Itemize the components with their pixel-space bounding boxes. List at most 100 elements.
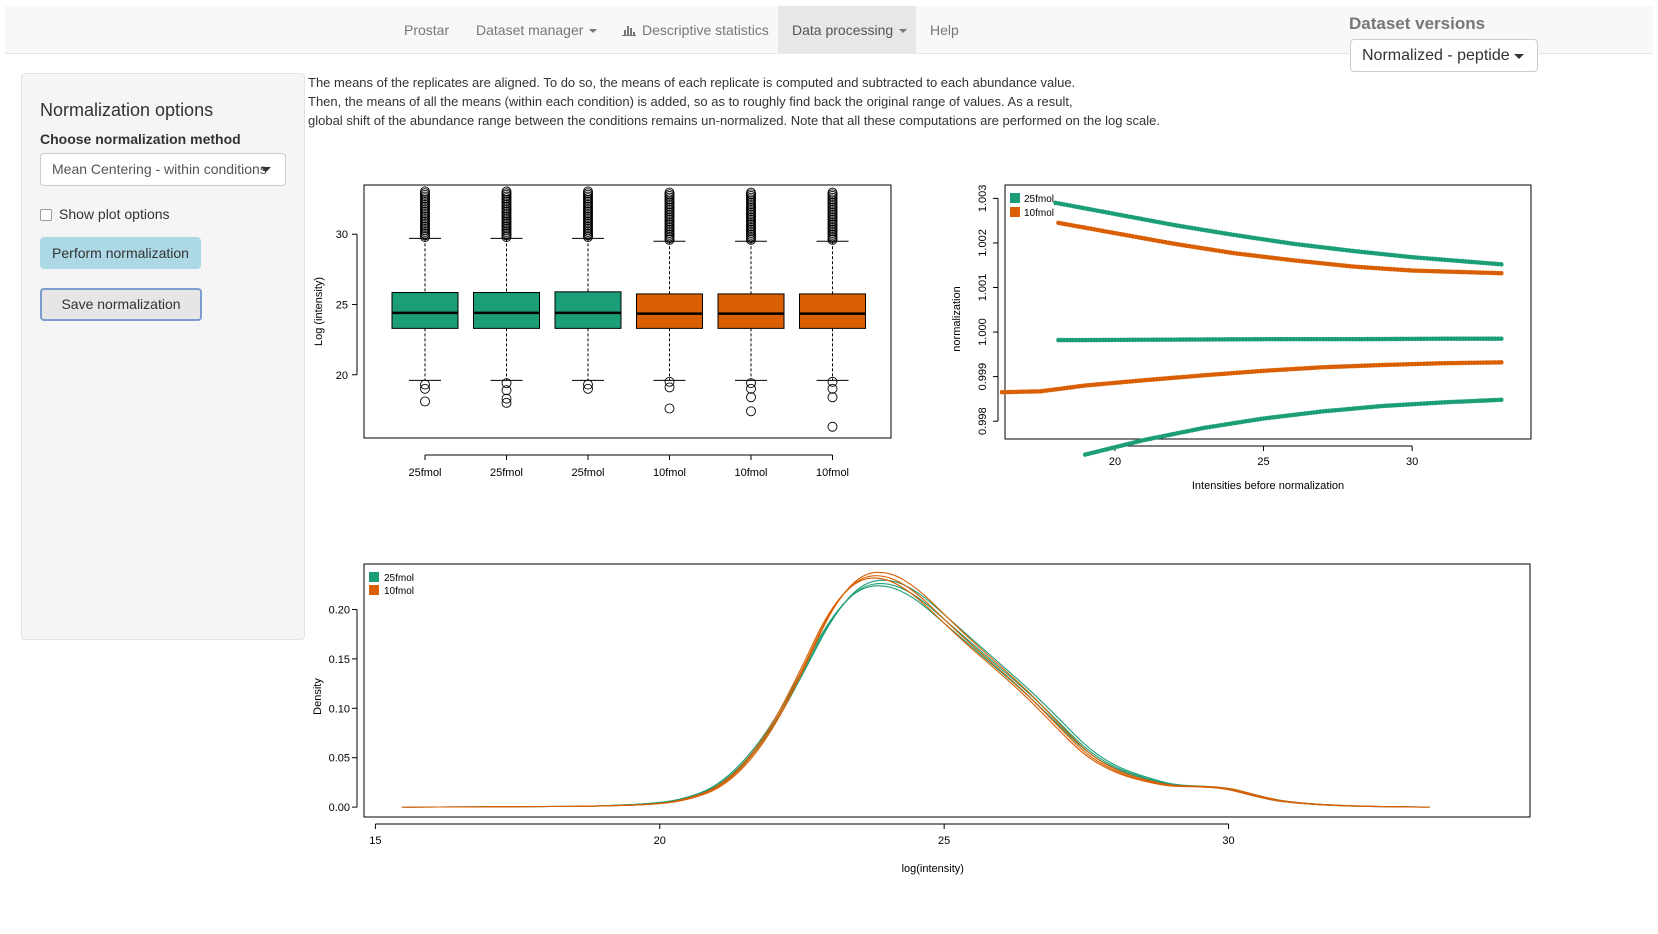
outlier-point <box>501 385 512 396</box>
show-plot-options-checkbox[interactable] <box>40 209 52 221</box>
scatter-point <box>1498 336 1504 342</box>
nav-menu: Prostar Dataset manager Descriptive stat… <box>5 6 1653 54</box>
outlier-point <box>664 376 675 387</box>
legend-swatch <box>1010 207 1020 217</box>
outlier-point <box>746 392 756 403</box>
show-plot-options-row[interactable]: Show plot options <box>40 205 170 223</box>
y-tick-label: 1.002 <box>977 229 989 257</box>
y-tick-label: 30 <box>336 229 348 241</box>
outlier-point <box>664 187 675 198</box>
scatter-point <box>1498 270 1504 276</box>
outlier-point <box>501 397 512 408</box>
x-axis-label: log(intensity) <box>902 863 964 875</box>
nav-descriptive-statistics-label: Descriptive statistics <box>642 22 769 38</box>
legend-label: 10fmol <box>384 586 414 597</box>
bar-chart-icon <box>622 25 636 36</box>
legend-label: 25fmol <box>1024 194 1054 205</box>
density-curve <box>403 583 1428 808</box>
chevron-down-icon <box>899 29 908 34</box>
x-tick-label: 25fmol <box>490 467 523 479</box>
y-tick-label: 20 <box>336 370 348 382</box>
x-tick-label: 25fmol <box>571 467 604 479</box>
normalization-method-value: Mean Centering - within conditions <box>52 161 267 177</box>
outlier-point <box>746 187 756 198</box>
nav-data-processing-label: Data processing <box>792 22 894 38</box>
x-axis-label: Intensities before normalization <box>1192 480 1344 492</box>
box-3 <box>636 293 703 329</box>
outlier-point <box>501 186 512 197</box>
y-axis-label: Log (intensity) <box>313 277 325 346</box>
y-tick-label: 0.999 <box>977 363 989 391</box>
nav-data-processing[interactable]: Data processing <box>778 6 916 54</box>
sidebar-title: Normalization options <box>40 100 214 120</box>
plot-frame <box>363 563 1531 818</box>
normalization-scatter-plot: 0.998 0.999 1.000 1.001 1.002 1.003 normalizat… <box>951 184 1532 492</box>
normalization-method-select[interactable]: Mean Centering - within conditions <box>40 153 286 186</box>
outlier-point <box>827 376 838 387</box>
x-tick-label: 25 <box>1257 456 1269 468</box>
outlier-point <box>746 383 756 394</box>
y-tick-label: 0.20 <box>329 604 350 616</box>
nav-help-label: Help <box>930 22 959 38</box>
x-tick-label: 25fmol <box>408 467 441 479</box>
dataset-versions-value: Normalized - peptide <box>1362 47 1510 64</box>
x-tick-label: 20 <box>1109 456 1121 468</box>
x-tick-label: 15 <box>369 835 381 847</box>
scatter-point <box>1498 397 1504 403</box>
legend-swatch <box>369 585 379 595</box>
legend-label: 10fmol <box>1024 208 1054 219</box>
y-tick-label: 1.001 <box>977 274 989 302</box>
outlier-point <box>664 382 675 393</box>
plot-frame <box>1004 184 1532 440</box>
x-tick-label: 20 <box>654 835 666 847</box>
outlier-point <box>664 403 675 414</box>
x-tick-label: 10fmol <box>653 467 686 479</box>
x-tick-label: 10fmol <box>816 467 849 479</box>
box-2 <box>554 291 622 329</box>
y-tick-label: 0.998 <box>977 407 989 435</box>
nav-prostar-label: Prostar <box>404 22 450 38</box>
chevron-down-icon <box>1514 54 1524 59</box>
save-normalization-button[interactable]: Save normalization <box>40 288 202 321</box>
x-tick-label: 10fmol <box>734 467 767 479</box>
outlier-point <box>827 187 838 198</box>
y-tick-label: 0.10 <box>329 703 350 715</box>
outlier-point <box>420 383 430 394</box>
outlier-point <box>420 396 430 407</box>
outlier-point <box>583 379 593 390</box>
density-curve <box>406 579 1430 808</box>
dataset-versions-select[interactable]: Normalized - peptide <box>1350 39 1538 72</box>
outlier-point <box>746 406 756 417</box>
y-tick-label: 25 <box>336 299 348 311</box>
y-axis-label: normalization <box>951 286 963 351</box>
outlier-point <box>501 393 512 404</box>
description-line: global shift of the abundance range betw… <box>308 113 1161 128</box>
box-0 <box>391 292 459 329</box>
nav-dataset-manager-label: Dataset manager <box>476 22 584 38</box>
outlier-point <box>583 383 593 394</box>
show-plot-options-label: Show plot options <box>59 206 170 222</box>
y-tick-label: 1.000 <box>977 318 989 346</box>
outlier-point <box>827 421 838 432</box>
y-tick-label: 1.003 <box>977 185 989 213</box>
nav-dataset-manager[interactable]: Dataset manager <box>462 6 611 54</box>
top-navbar: Prostar Dataset manager Descriptive stat… <box>5 6 1653 54</box>
x-tick-label: 30 <box>1222 835 1234 847</box>
perform-normalization-button[interactable]: Perform normalization <box>40 237 201 269</box>
outlier-point <box>420 186 430 197</box>
y-axis-label: Density <box>312 678 324 715</box>
dataset-versions-label: Dataset versions <box>1349 14 1486 33</box>
outlier-point <box>827 392 838 403</box>
outlier-point <box>583 186 593 197</box>
method-label: Choose normalization method <box>40 131 241 147</box>
nav-help[interactable]: Help <box>916 6 973 54</box>
nav-descriptive-statistics[interactable]: Descriptive statistics <box>608 6 783 54</box>
nav-prostar[interactable]: Prostar <box>390 6 463 54</box>
density-curve <box>401 585 1426 808</box>
outlier-point <box>746 378 756 389</box>
description-line: Then, the means of all the means (within… <box>308 94 1073 109</box>
x-tick-label: 25 <box>938 835 950 847</box>
y-tick-label: 0.00 <box>329 802 350 814</box>
scatter-point <box>1498 262 1504 267</box>
chevron-down-icon <box>261 167 271 172</box>
